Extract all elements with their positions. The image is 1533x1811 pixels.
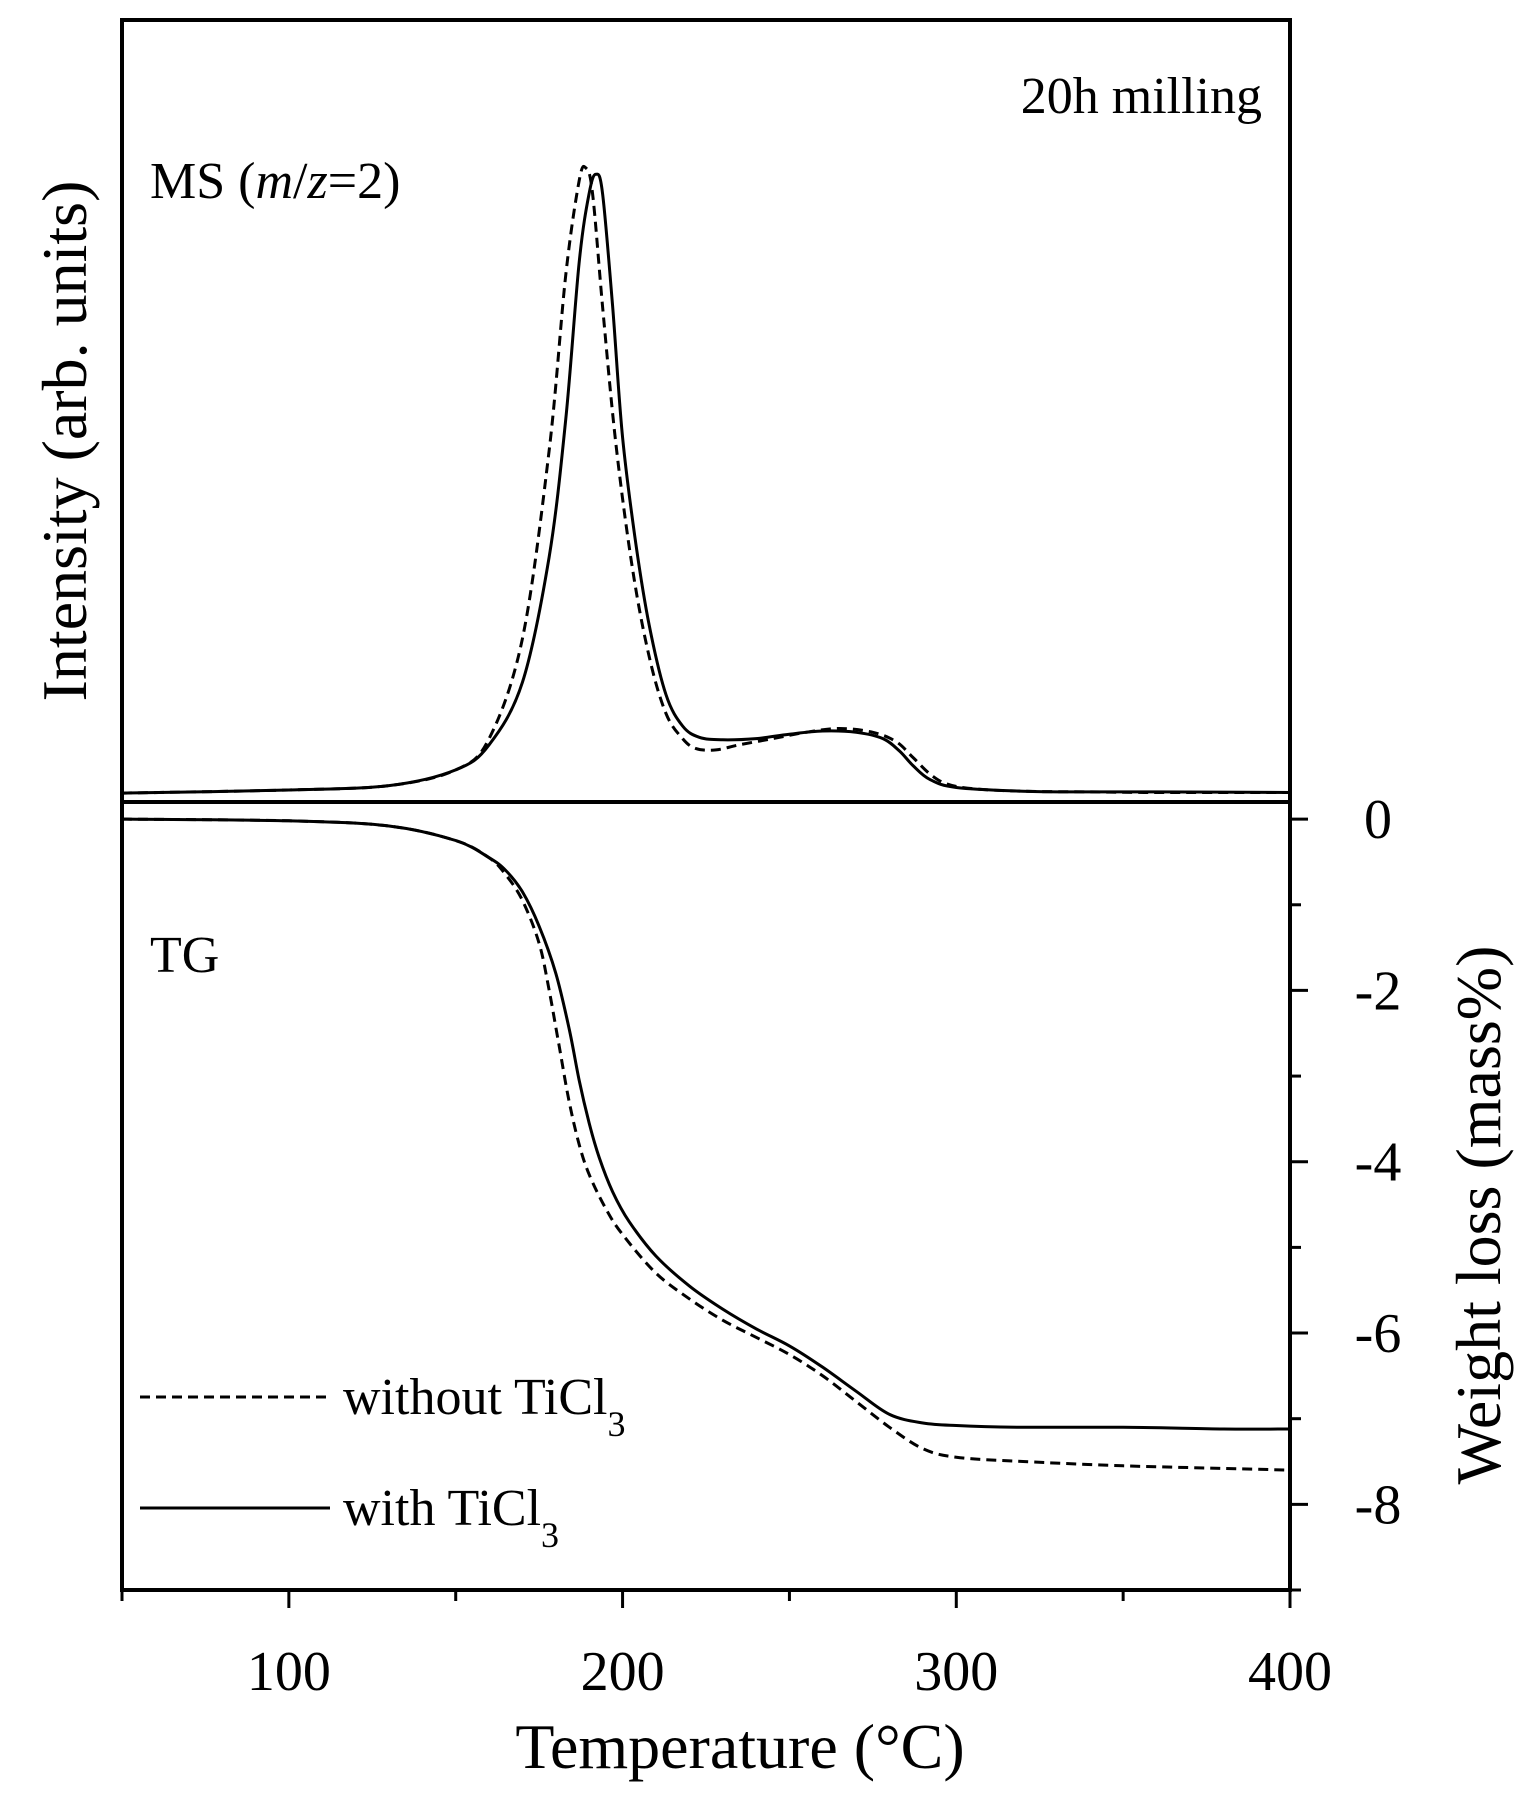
y-axis-left-title: Intensity (arb. units) bbox=[29, 181, 100, 702]
legend-label-with: with TiCl3 bbox=[343, 1480, 559, 1555]
tg-panel-label: TG bbox=[150, 927, 219, 984]
y-axis-right-ticks bbox=[1290, 817, 1308, 1592]
y-tick-label--6: -6 bbox=[1355, 1303, 1402, 1365]
tg-with-ticl3-line bbox=[121, 817, 1291, 1431]
x-tick-label-100: 100 bbox=[247, 1641, 331, 1703]
y-tick-label--8: -8 bbox=[1355, 1474, 1402, 1536]
ms-series-group bbox=[121, 164, 1291, 795]
y-axis-right-tick-labels: 0 -2 -4 -6 -8 bbox=[1355, 789, 1402, 1536]
plot-frame bbox=[120, 18, 1292, 1592]
x-axis-tick-labels: 100 200 300 400 bbox=[247, 1641, 1332, 1703]
ms-without-ticl3-line bbox=[121, 164, 1291, 795]
x-tick-label-400: 400 bbox=[1248, 1641, 1332, 1703]
x-tick-label-200: 200 bbox=[581, 1641, 665, 1703]
tg-series-group bbox=[121, 817, 1291, 1472]
legend-label-without: without TiCl3 bbox=[343, 1369, 625, 1444]
y-tick-label-0: 0 bbox=[1364, 789, 1392, 851]
tg-without-ticl3-line bbox=[121, 817, 1291, 1472]
ms-annotation-milling: 20h milling bbox=[1021, 68, 1262, 125]
legend: without TiCl3 with TiCl3 bbox=[140, 1369, 625, 1555]
y-axis-right-title: Weight loss (mass%) bbox=[1443, 946, 1514, 1485]
ms-with-ticl3-line bbox=[121, 172, 1291, 795]
y-tick-label--2: -2 bbox=[1355, 960, 1402, 1022]
x-axis-ticks bbox=[120, 1590, 1292, 1608]
x-tick-label-300: 300 bbox=[914, 1641, 998, 1703]
y-tick-label--4: -4 bbox=[1355, 1132, 1402, 1194]
x-axis-title: Temperature (°C) bbox=[515, 1711, 964, 1782]
ms-panel-label: MS (m/z=2) bbox=[150, 153, 400, 210]
